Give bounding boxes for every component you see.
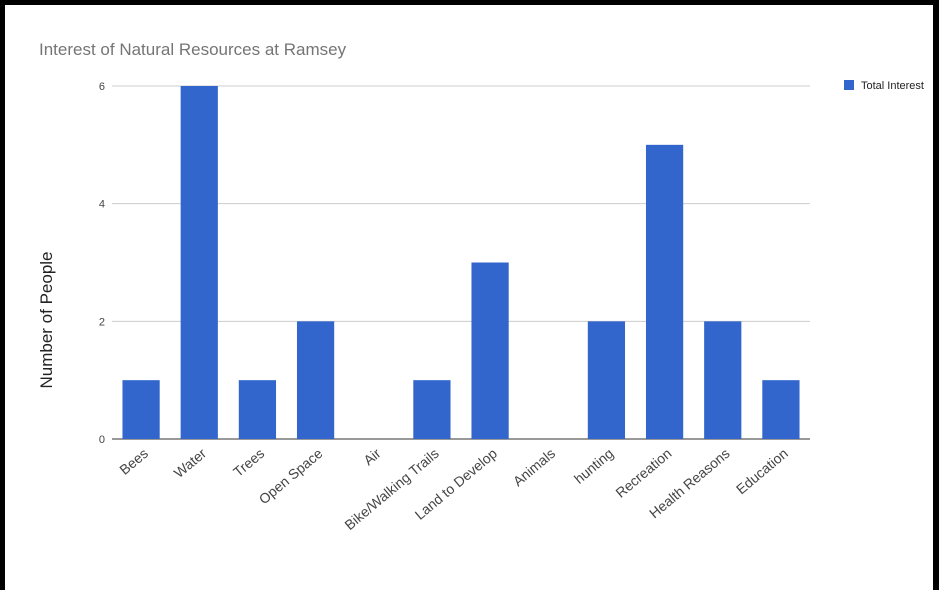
bar: [413, 380, 451, 439]
bar: [296, 321, 335, 439]
bar: [180, 86, 218, 439]
bar: [645, 144, 684, 440]
x-tick-label: hunting: [571, 445, 616, 487]
x-tick-label: Bike/Walking Trails: [341, 445, 441, 533]
bar: [762, 380, 800, 439]
x-tick-label: Water: [171, 445, 210, 481]
bar: [471, 262, 509, 439]
chart-title: Interest of Natural Resources at Ramsey: [39, 40, 347, 59]
legend: Total Interest: [844, 80, 924, 92]
bar: [238, 380, 277, 439]
y-axis-label: Number of People: [37, 251, 56, 388]
y-tick-labels: 0 2 4 6: [99, 81, 105, 446]
bar: [704, 321, 742, 439]
bar: [587, 321, 626, 439]
legend-swatch: [844, 80, 854, 90]
x-tick-label: Animals: [510, 445, 558, 489]
bar: [122, 380, 160, 439]
y-tick-label: 2: [99, 316, 105, 328]
x-tick-label: Education: [733, 445, 791, 497]
y-tick-label: 0: [99, 434, 105, 446]
bars: [122, 86, 800, 440]
x-tick-label: Open Space: [256, 445, 326, 507]
y-tick-label: 4: [99, 199, 105, 211]
x-tick-label: Bees: [116, 445, 151, 478]
x-tick-label: Trees: [230, 445, 267, 480]
grid-lines: [112, 85, 810, 440]
legend-label: Total Interest: [861, 80, 924, 92]
x-tick-label: Air: [360, 445, 384, 468]
y-tick-label: 6: [99, 81, 105, 93]
